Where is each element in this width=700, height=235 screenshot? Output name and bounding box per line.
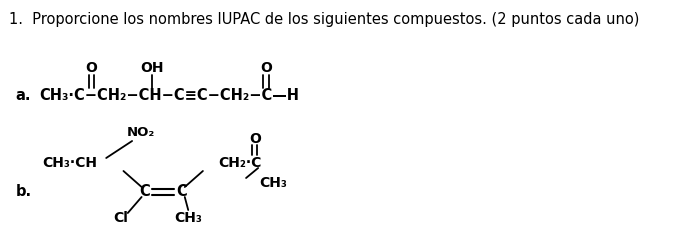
Text: C: C bbox=[140, 184, 150, 200]
Text: CH₃: CH₃ bbox=[174, 211, 202, 225]
Text: CH₃: CH₃ bbox=[259, 176, 287, 190]
Text: a.: a. bbox=[15, 89, 31, 103]
Text: C: C bbox=[176, 184, 187, 200]
Text: NO₂: NO₂ bbox=[127, 126, 155, 140]
Text: Cl: Cl bbox=[113, 211, 128, 225]
Text: CH₃·C−CH₂−CH−C≡C−CH₂−C—H: CH₃·C−CH₂−CH−C≡C−CH₂−C—H bbox=[39, 89, 299, 103]
Text: O: O bbox=[260, 61, 272, 75]
Text: b.: b. bbox=[15, 184, 32, 200]
Text: O: O bbox=[85, 61, 97, 75]
Text: O: O bbox=[248, 132, 260, 146]
Text: 1.  Proporcione los nombres IUPAC de los siguientes compuestos. (2 puntos cada u: 1. Proporcione los nombres IUPAC de los … bbox=[8, 12, 639, 27]
Text: CH₂·C: CH₂·C bbox=[218, 156, 262, 170]
Text: OH: OH bbox=[140, 61, 164, 75]
Text: CH₃·CH: CH₃·CH bbox=[43, 156, 97, 170]
